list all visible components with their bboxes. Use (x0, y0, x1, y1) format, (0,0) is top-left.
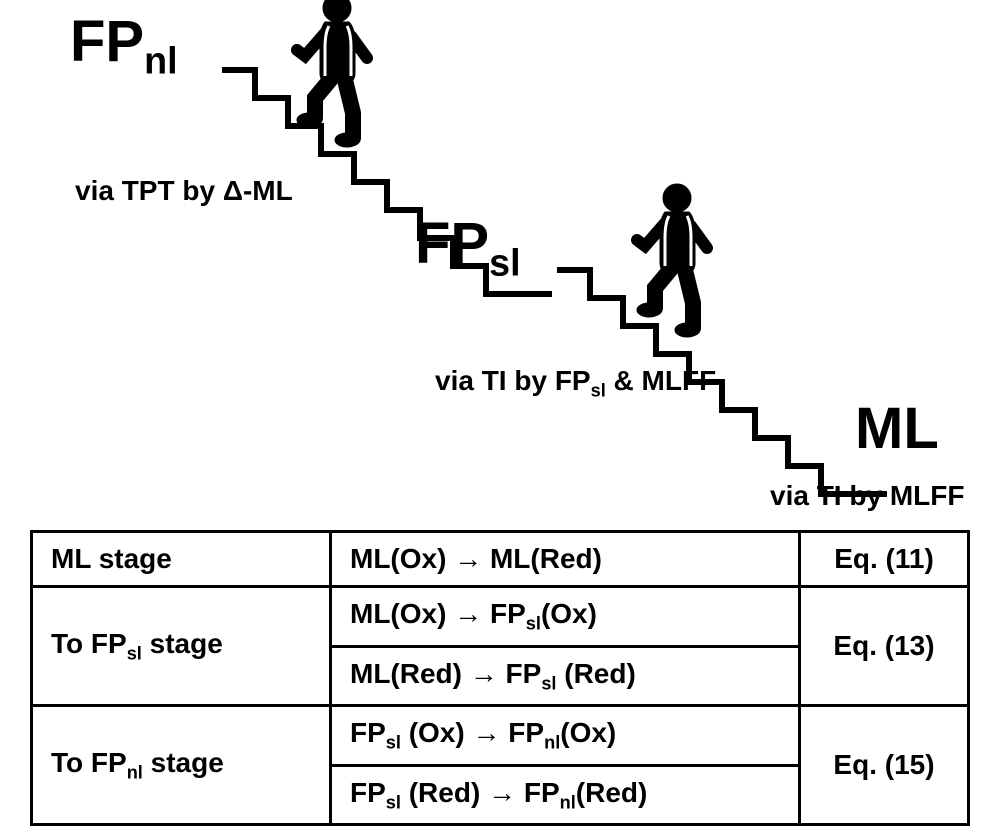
climber-icon-lower (615, 178, 735, 338)
table-row: To FPsl stageML(Ox) → FPsl(Ox)Eq. (13) (32, 587, 969, 647)
climber-icon-upper (275, 0, 395, 148)
table-row: To FPnl stageFPsl (Ox) → FPnl(Ox)Eq. (15… (32, 706, 969, 766)
staircase-lower (0, 0, 1000, 520)
stages-table: ML stageML(Ox) → ML(Red)Eq. (11)To FPsl … (30, 530, 970, 826)
table-row: ML stageML(Ox) → ML(Red)Eq. (11) (32, 532, 969, 587)
